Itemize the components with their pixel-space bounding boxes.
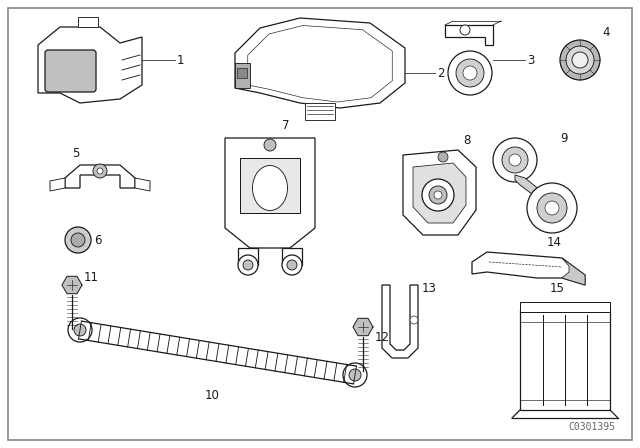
Polygon shape <box>248 26 392 102</box>
Polygon shape <box>282 248 302 265</box>
Polygon shape <box>515 175 550 204</box>
Circle shape <box>422 179 454 211</box>
Polygon shape <box>413 163 466 223</box>
Circle shape <box>537 193 567 223</box>
Circle shape <box>238 255 258 275</box>
Polygon shape <box>238 248 258 265</box>
Circle shape <box>566 46 594 74</box>
Text: 9: 9 <box>560 132 568 145</box>
Polygon shape <box>225 138 315 248</box>
Circle shape <box>509 154 521 166</box>
Polygon shape <box>403 150 476 235</box>
Circle shape <box>68 318 92 342</box>
Text: 10: 10 <box>205 388 220 401</box>
Circle shape <box>264 139 276 151</box>
Circle shape <box>65 227 91 253</box>
Bar <box>520 302 610 312</box>
Circle shape <box>282 255 302 275</box>
Polygon shape <box>235 63 250 88</box>
Ellipse shape <box>253 165 287 211</box>
Text: C0301395: C0301395 <box>568 422 615 432</box>
Circle shape <box>527 183 577 233</box>
Polygon shape <box>38 27 142 103</box>
Polygon shape <box>562 258 585 285</box>
Polygon shape <box>235 18 405 108</box>
Circle shape <box>460 25 470 35</box>
Circle shape <box>74 324 86 336</box>
Polygon shape <box>62 276 82 293</box>
Bar <box>237 68 247 78</box>
Circle shape <box>545 201 559 215</box>
Circle shape <box>93 164 107 178</box>
Polygon shape <box>305 103 335 120</box>
Circle shape <box>343 363 367 387</box>
Polygon shape <box>50 178 65 191</box>
Circle shape <box>572 52 588 68</box>
Polygon shape <box>472 252 585 285</box>
Circle shape <box>463 66 477 80</box>
Circle shape <box>434 191 442 199</box>
Text: 13: 13 <box>422 281 437 294</box>
Circle shape <box>71 233 85 247</box>
Text: 5: 5 <box>72 146 79 159</box>
Circle shape <box>287 260 297 270</box>
Circle shape <box>410 316 418 324</box>
Polygon shape <box>445 25 493 45</box>
Circle shape <box>438 152 448 162</box>
Bar <box>240 158 300 213</box>
Text: 12: 12 <box>375 331 390 344</box>
Bar <box>520 310 610 410</box>
Text: 15: 15 <box>550 281 565 294</box>
Circle shape <box>456 59 484 87</box>
Text: 11: 11 <box>84 271 99 284</box>
Text: 8: 8 <box>463 134 470 146</box>
Polygon shape <box>78 17 98 27</box>
Circle shape <box>429 186 447 204</box>
Circle shape <box>349 369 361 381</box>
Text: 2: 2 <box>437 66 445 79</box>
Circle shape <box>560 40 600 80</box>
Text: 6: 6 <box>94 233 102 246</box>
Polygon shape <box>65 165 135 188</box>
Text: 4: 4 <box>602 26 609 39</box>
FancyBboxPatch shape <box>45 50 96 92</box>
Text: 7: 7 <box>282 119 289 132</box>
Polygon shape <box>353 319 373 336</box>
Polygon shape <box>382 285 418 358</box>
Text: 1: 1 <box>177 53 184 66</box>
Circle shape <box>448 51 492 95</box>
Circle shape <box>97 168 103 174</box>
Circle shape <box>243 260 253 270</box>
Circle shape <box>493 138 537 182</box>
Circle shape <box>502 147 528 173</box>
Text: 3: 3 <box>527 53 534 66</box>
Text: 14: 14 <box>547 236 562 249</box>
Polygon shape <box>135 178 150 191</box>
